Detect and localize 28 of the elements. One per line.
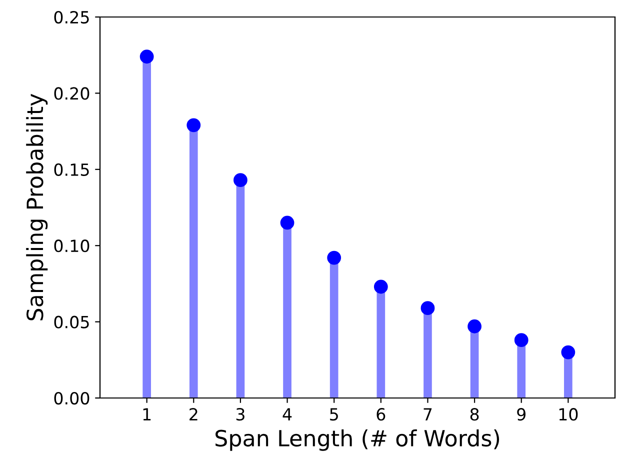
x-tick-label: 2 [190,408,198,420]
x-tick-label: 5 [330,408,338,421]
y-tick-label: 0.10 [54,240,90,252]
y-tick-label: 0.15 [54,163,89,176]
y-tick-label: 0.25 [54,10,89,24]
point [234,173,248,188]
point [514,333,528,348]
point [420,301,435,316]
point [327,250,342,265]
point [468,319,482,334]
point [140,50,154,64]
point [561,345,576,360]
x-tick-label: 8 [470,408,479,421]
y-tick-label: 0.00 [54,392,90,405]
x-tick-label: 1 [143,408,151,420]
y-axis-title: Sampling Probability [26,94,48,320]
y-tick-label: 0.20 [54,87,90,100]
x-axis-title: Span Length (# of Words) [216,429,500,451]
y-tick-label: 0.05 [54,316,89,328]
x-tick-label: 10 [559,408,578,421]
x-tick-label: 4 [282,408,292,420]
point [280,216,294,230]
x-tick-label: 3 [236,408,244,421]
point [374,280,388,294]
x-tick-label: 7 [424,408,432,420]
x-tick-label: 6 [376,408,386,421]
point [186,118,201,132]
x-tick-label: 9 [517,408,526,421]
